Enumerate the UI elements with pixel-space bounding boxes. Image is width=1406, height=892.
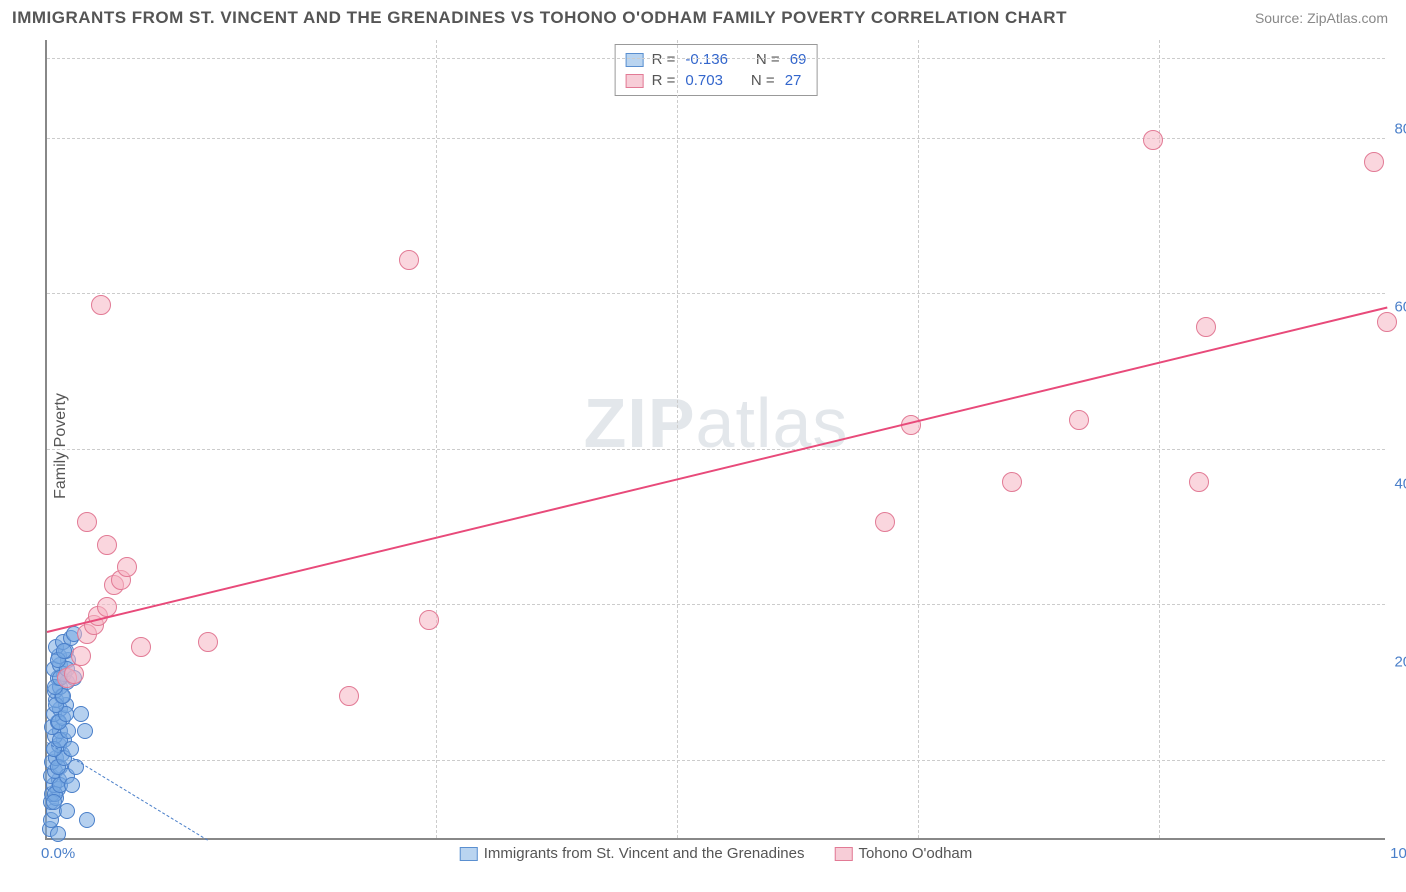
gridline-vertical [677, 40, 678, 838]
gridline-vertical [1159, 40, 1160, 838]
watermark-atlas: atlas [696, 384, 849, 462]
data-point [399, 250, 419, 270]
gridline-horizontal [47, 138, 1385, 139]
legend-n-value: 69 [790, 49, 807, 70]
data-point [117, 557, 137, 577]
plot-area: ZIPatlas R =-0.136N =69R =0.703N =27 Imm… [45, 40, 1385, 840]
data-point [875, 512, 895, 532]
series-legend-label: Tohono O'odham [858, 845, 972, 862]
watermark-zip: ZIP [584, 384, 696, 462]
legend-swatch [626, 74, 644, 88]
data-point [1069, 410, 1089, 430]
data-point [91, 295, 111, 315]
data-point [1189, 472, 1209, 492]
data-point [1196, 317, 1216, 337]
gridline-horizontal [47, 760, 1385, 761]
watermark: ZIPatlas [584, 383, 849, 463]
data-point [198, 632, 218, 652]
data-point [97, 535, 117, 555]
gridline-horizontal [47, 449, 1385, 450]
legend-swatch [460, 847, 478, 861]
data-point [131, 637, 151, 657]
legend-r-value: 0.703 [685, 70, 723, 91]
gridline-horizontal [47, 58, 1385, 59]
data-point [419, 610, 439, 630]
data-point [77, 512, 97, 532]
data-point [73, 706, 89, 722]
trendline [47, 307, 1387, 633]
data-point [50, 826, 66, 842]
y-tick-label: 40.0% [1394, 476, 1406, 493]
chart-source: Source: ZipAtlas.com [1255, 10, 1388, 26]
data-point [339, 686, 359, 706]
legend-r-value: -0.136 [685, 49, 728, 70]
data-point [64, 777, 80, 793]
series-legend-item: Immigrants from St. Vincent and the Gren… [460, 845, 805, 862]
legend-r-label: R = [652, 49, 676, 70]
legend-swatch [626, 53, 644, 67]
series-legend-label: Immigrants from St. Vincent and the Gren… [484, 845, 805, 862]
data-point [64, 664, 84, 684]
data-point [77, 723, 93, 739]
series-legend-item: Tohono O'odham [834, 845, 972, 862]
legend-n-label: N = [751, 70, 775, 91]
legend-n-label: N = [756, 49, 780, 70]
legend-r-label: R = [652, 70, 676, 91]
correlation-legend: R =-0.136N =69R =0.703N =27 [615, 44, 818, 96]
data-point [1377, 312, 1397, 332]
data-point [79, 812, 95, 828]
gridline-horizontal [47, 604, 1385, 605]
x-tick-min: 0.0% [41, 845, 75, 862]
y-tick-label: 20.0% [1394, 654, 1406, 671]
y-tick-label: 60.0% [1394, 298, 1406, 315]
gridline-vertical [918, 40, 919, 838]
legend-row: R = 0.703 N = 27 [626, 70, 807, 91]
data-point [59, 803, 75, 819]
y-tick-label: 80.0% [1394, 120, 1406, 137]
x-tick-max: 100.0% [1390, 845, 1406, 862]
data-point [1143, 130, 1163, 150]
legend-row: R = -0.136 N = 69 [626, 49, 807, 70]
legend-n-value: 27 [785, 70, 802, 91]
gridline-vertical [436, 40, 437, 838]
series-legend: Immigrants from St. Vincent and the Gren… [460, 845, 973, 862]
data-point [71, 646, 91, 666]
chart-title: IMMIGRANTS FROM ST. VINCENT AND THE GREN… [12, 8, 1067, 28]
gridline-horizontal [47, 293, 1385, 294]
legend-swatch [834, 847, 852, 861]
data-point [1002, 472, 1022, 492]
data-point [1364, 152, 1384, 172]
